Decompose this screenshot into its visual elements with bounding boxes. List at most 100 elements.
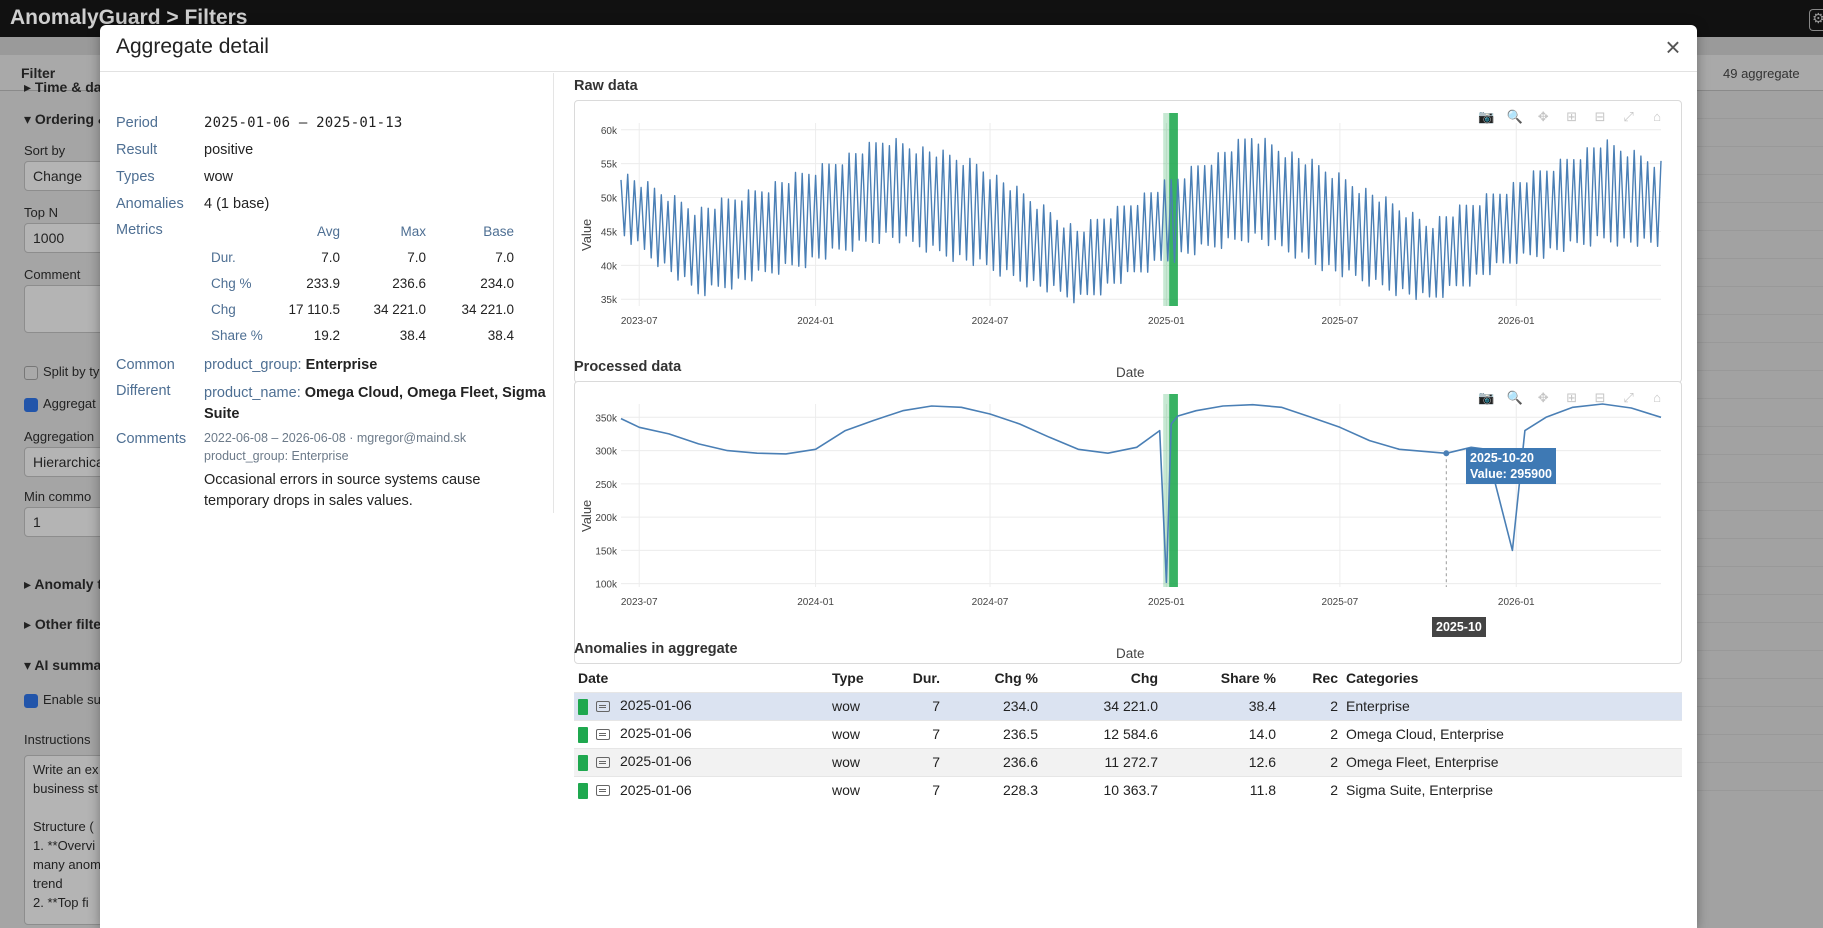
- autoscale-icon[interactable]: ⤢: [1623, 109, 1634, 124]
- zoom-icon[interactable]: 🔍: [1506, 390, 1523, 405]
- min-common-input[interactable]: 1: [24, 507, 114, 537]
- split-checkbox[interactable]: [24, 366, 38, 380]
- row-chg-pct: 234.0: [944, 691, 1042, 720]
- raw-data-chart[interactable]: 35k 40k 45k 50k 55k 60k 2023-07 2024-01 2024-07 2…: [574, 100, 1682, 383]
- col-rec[interactable]: Rec: [1312, 669, 1338, 686]
- row-rec: 2: [1280, 719, 1342, 748]
- instr-line: 1. **Overvi: [33, 838, 96, 853]
- metrics-header-base: Base: [483, 223, 514, 239]
- row-rec: 2: [1280, 775, 1342, 804]
- comment-icon[interactable]: [596, 785, 610, 797]
- section-time[interactable]: ▸ Time & da: [24, 79, 102, 95]
- zoom-in-icon[interactable]: ⊞: [1566, 109, 1578, 124]
- col-chg[interactable]: Chg: [1130, 669, 1158, 686]
- enable-summary-checkbox[interactable]: [24, 694, 38, 708]
- aggregation-label: Aggregation: [24, 429, 95, 444]
- camera-icon[interactable]: 📷: [1478, 109, 1495, 124]
- table-row[interactable]: 2025-01-06 wow 7 228.3 10 363.7 11.8 2 S…: [574, 775, 1682, 804]
- col-categories[interactable]: Categories: [1346, 669, 1419, 686]
- col-dur[interactable]: Dur.: [912, 669, 940, 686]
- comment-icon[interactable]: [596, 729, 610, 741]
- zoom-out-icon[interactable]: ⊟: [1594, 109, 1606, 124]
- table-row[interactable]: 2025-01-06 wow 7 236.5 12 584.6 14.0 2 O…: [574, 719, 1682, 748]
- comment-input[interactable]: [24, 285, 114, 333]
- home-icon[interactable]: ⌂: [1653, 390, 1661, 405]
- zoom-in-icon[interactable]: ⊞: [1566, 390, 1578, 405]
- y-tick-label: 250k: [595, 480, 618, 491]
- raw-x-axis-title: Date: [1116, 365, 1145, 380]
- processed-data-chart[interactable]: 100k 150k 200k 250k 300k 350k 2023-07 2024-01 20…: [574, 381, 1682, 664]
- sort-by-select[interactable]: Change: [24, 161, 114, 191]
- min-common-label: Min commo: [24, 489, 92, 504]
- metric-avg: 19.2: [313, 327, 340, 343]
- pan-icon[interactable]: ✥: [1537, 390, 1549, 405]
- anomaly-color-swatch: [578, 782, 588, 799]
- metric-base: 38.4: [487, 327, 514, 343]
- zoom-out-icon[interactable]: ⊟: [1594, 390, 1606, 405]
- section-ai[interactable]: ▾ AI summa: [24, 657, 102, 673]
- zoom-icon[interactable]: 🔍: [1506, 109, 1523, 124]
- metric-max: 7.0: [407, 249, 426, 265]
- table-row[interactable]: 2025-01-06 wow 7 234.0 34 221.0 38.4 2 E…: [574, 691, 1682, 720]
- comment-icon[interactable]: [596, 701, 610, 713]
- anomaly-color-swatch: [578, 726, 588, 743]
- modal-header: Aggregate detail ×: [100, 25, 1697, 72]
- y-tick-label: 45k: [601, 227, 618, 238]
- row-date: 2025-01-06: [620, 697, 692, 714]
- instructions-textarea[interactable]: Write an ex business st Structure ( 1. *…: [24, 755, 114, 925]
- section-other[interactable]: ▸ Other filte: [24, 616, 102, 632]
- instructions-label: Instructions: [24, 732, 91, 747]
- row-categories: Omega Cloud, Enterprise: [1342, 719, 1682, 748]
- row-chg: 12 584.6: [1042, 719, 1162, 748]
- row-chg: 34 221.0: [1042, 691, 1162, 720]
- metric-name: Chg: [211, 301, 236, 317]
- app-title: AnomalyGuard > Filters: [10, 6, 248, 29]
- instr-line: many anom: [33, 857, 101, 872]
- x-tick-label: 2025-07: [1322, 597, 1359, 608]
- y-tick-label: 50k: [601, 194, 618, 205]
- section-ordering[interactable]: ▾ Ordering &: [24, 111, 109, 127]
- row-categories: Omega Fleet, Enterprise: [1342, 747, 1682, 776]
- different-label: Different: [116, 383, 171, 399]
- processed-y-axis-title: Value: [579, 499, 594, 532]
- camera-icon[interactable]: 📷: [1478, 390, 1495, 405]
- col-chg-pct[interactable]: Chg %: [994, 669, 1038, 686]
- different-value: product_name: Omega Cloud, Omega Fleet, …: [204, 383, 546, 425]
- metric-avg: 17 110.5: [288, 301, 340, 317]
- top-n-input[interactable]: 1000: [24, 223, 114, 253]
- y-tick-label: 55k: [601, 160, 618, 171]
- hover-date: 2025-10-20: [1470, 451, 1534, 465]
- metrics-row: Chg 17 110.5 34 221.0 34 221.0: [204, 296, 514, 322]
- gear-icon[interactable]: ⚙: [1809, 9, 1823, 31]
- filter-sidebar: ▸ Time & da ▾ Ordering & Sort by Change …: [0, 79, 114, 928]
- x-tick-label: 2025-01: [1148, 597, 1185, 608]
- split-label: Split by ty: [43, 364, 100, 379]
- aggregation-select[interactable]: Hierarchica: [24, 447, 114, 477]
- row-rec: 2: [1280, 691, 1342, 720]
- anomaly-band: [1169, 113, 1178, 306]
- processed-modebar: 📷 🔍 ✥ ⊞ ⊟ ⤢ ⌂: [1472, 389, 1667, 407]
- row-share: 38.4: [1162, 691, 1280, 720]
- hover-x-label: 2025-10: [1432, 617, 1486, 637]
- close-button[interactable]: ×: [1661, 34, 1685, 60]
- col-share[interactable]: Share %: [1220, 669, 1276, 686]
- pan-icon[interactable]: ✥: [1537, 109, 1549, 124]
- metrics-table: Avg Max Base Dur. 7.0 7.0 7.0 Chg % 233.…: [204, 218, 514, 348]
- aggregate-detail-modal: Aggregate detail × Period 2025-01-06 – 2…: [100, 25, 1697, 928]
- col-type[interactable]: Type: [832, 669, 864, 686]
- section-anomaly[interactable]: ▸ Anomaly t: [24, 576, 103, 592]
- modal-title: Aggregate detail: [116, 35, 269, 58]
- col-date[interactable]: Date: [578, 669, 609, 686]
- row-dur: 7: [888, 691, 944, 720]
- common-value-text: Enterprise: [305, 357, 378, 373]
- filter-label: Filter: [21, 65, 56, 81]
- comment-icon[interactable]: [596, 757, 610, 769]
- y-tick-label: 350k: [595, 413, 618, 424]
- row-dur: 7: [888, 719, 944, 748]
- aggregate-checkbox[interactable]: [24, 398, 38, 412]
- home-icon[interactable]: ⌂: [1653, 109, 1661, 124]
- table-row[interactable]: 2025-01-06 wow 7 236.6 11 272.7 12.6 2 O…: [574, 747, 1682, 776]
- autoscale-icon[interactable]: ⤢: [1623, 390, 1634, 405]
- metrics-row: Dur. 7.0 7.0 7.0: [204, 244, 514, 270]
- metric-name: Share %: [211, 327, 263, 343]
